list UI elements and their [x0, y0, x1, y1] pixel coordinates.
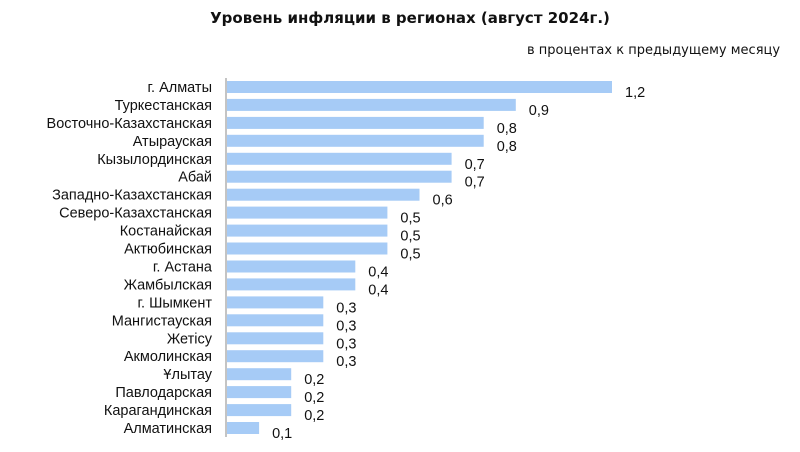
bar [227, 404, 292, 417]
bar [227, 350, 324, 363]
bar [227, 368, 292, 381]
category-label: Западно-Казахстанская [52, 188, 212, 204]
bars-group [227, 81, 612, 434]
category-label: Жетiсу [167, 331, 213, 347]
bar [227, 278, 356, 291]
bar [227, 116, 484, 129]
category-labels: г. Алматы Туркестанская Восточно-Казахстан… [47, 80, 213, 437]
category-label: Актюбинская [124, 242, 212, 258]
category-label: г. Шымкент [138, 295, 213, 311]
value-label: 1,2 [625, 85, 645, 101]
bar [227, 206, 388, 219]
bar [227, 134, 484, 147]
category-label: Акмолинская [124, 349, 212, 365]
category-label: Костанайская [120, 224, 212, 240]
bar [227, 314, 324, 327]
category-label: Абай [178, 170, 212, 186]
value-label: 0,7 [465, 175, 485, 191]
value-label: 0,5 [400, 247, 420, 263]
bar [227, 296, 324, 309]
value-label: 0,4 [368, 265, 388, 281]
category-label: г. Астана [153, 260, 213, 276]
category-label: Кызылординская [97, 152, 212, 168]
bar [227, 260, 356, 273]
value-label: 0,7 [465, 157, 485, 173]
value-label: 0,5 [400, 229, 420, 245]
bar [227, 152, 452, 165]
bar [227, 224, 388, 237]
value-label: 0,2 [304, 408, 324, 424]
value-label: 0,1 [272, 426, 292, 442]
chart-title: Уровень инфляции в регионах (август 2024… [210, 9, 610, 27]
value-label: 0,3 [336, 354, 356, 370]
category-label: Алматинская [124, 421, 212, 437]
bar [227, 386, 292, 399]
category-label: Атырауская [133, 134, 212, 150]
bar [227, 332, 324, 345]
chart-subtitle: в процентах к предыдущему месяцу [527, 43, 781, 58]
value-label: 0,9 [529, 103, 549, 119]
bar [227, 98, 516, 111]
value-label: 0,8 [497, 139, 517, 155]
bar [227, 81, 612, 93]
value-label: 0,2 [304, 372, 324, 388]
bar [227, 242, 388, 255]
value-label: 0,6 [433, 193, 453, 209]
category-label: Павлодарская [115, 385, 212, 401]
value-label: 0,8 [497, 121, 517, 137]
category-label: Северо-Казахстанская [59, 206, 212, 222]
category-label: Жамбылская [124, 277, 212, 293]
category-label: Ұлытау [163, 367, 212, 383]
bar [227, 422, 260, 434]
bar [227, 188, 420, 201]
value-label: 0,3 [336, 336, 356, 352]
value-label: 0,2 [304, 390, 324, 406]
value-labels: 1,2 0,9 0,8 0,8 0,7 0,7 0,6 0,5 0,5 0,5 0,40,4 0,3 0… [272, 85, 645, 442]
value-label: 0,4 [368, 282, 388, 298]
category-label: Мангистауская [112, 313, 212, 329]
category-label: Карагандинская [104, 403, 212, 419]
bar [227, 170, 452, 183]
value-label: 0,3 [336, 300, 356, 316]
value-label: 0,3 [336, 318, 356, 334]
category-label: Восточно-Казахстанская [47, 116, 212, 132]
category-label: г. Алматы [148, 80, 213, 96]
category-label: Туркестанская [115, 98, 212, 114]
value-label: 0,5 [400, 211, 420, 227]
